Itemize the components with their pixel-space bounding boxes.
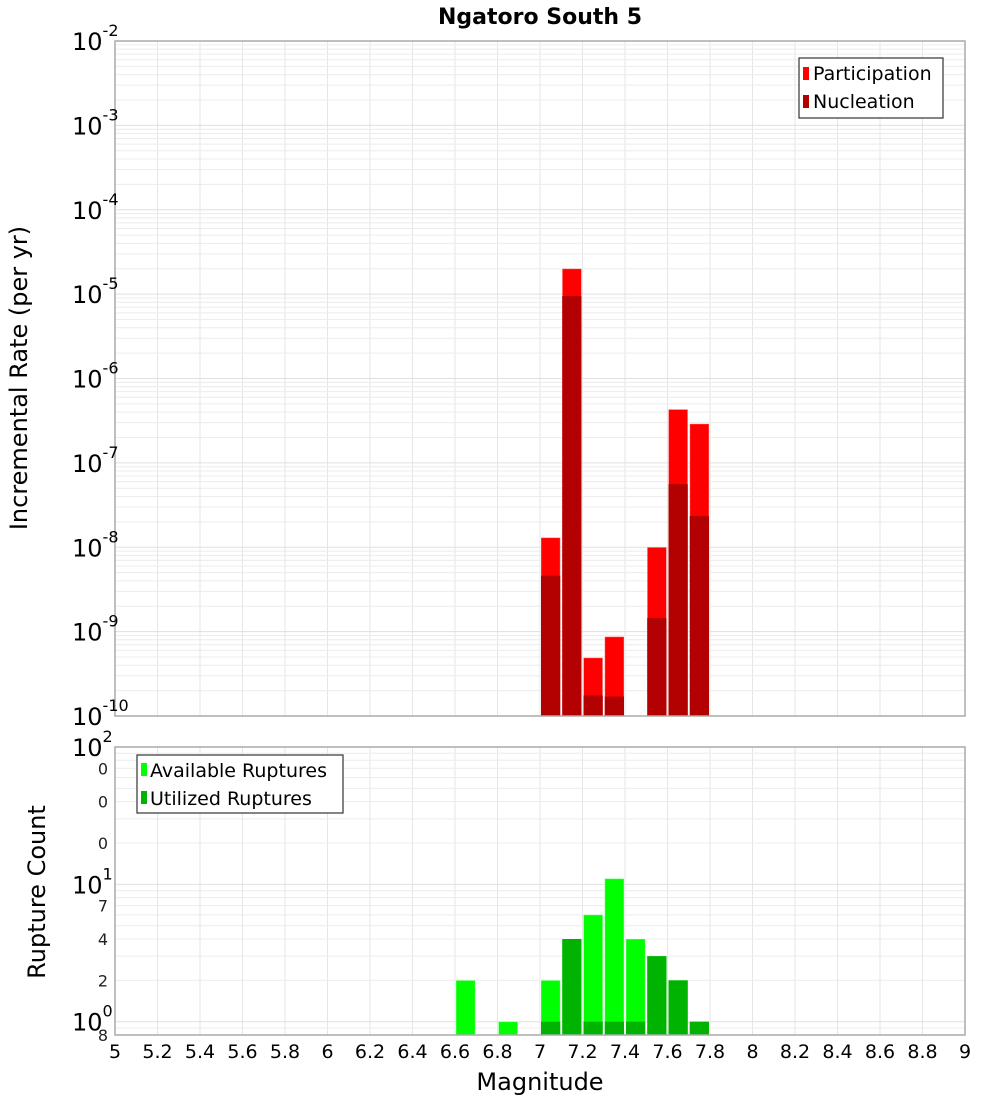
nucleation-bar [604,696,624,716]
nucleation-bar [689,515,709,716]
y-minor-tick-label: 2 [98,971,108,990]
y-minor-tick-label: 0 [98,759,108,778]
count-y-axis-title: Rupture Count [23,805,51,979]
x-tick-label: 8.4 [822,1041,852,1063]
y-tick-label: 10-7 [72,443,119,478]
y-tick-label: 102 [72,727,113,762]
count-legend-box [136,754,344,814]
x-tick-label: 6.6 [440,1041,470,1063]
y-tick-label: 10-9 [72,612,119,647]
legend-available: Available Ruptures [150,760,327,782]
y-tick-label: 10-8 [72,527,119,562]
nucleation-bar [647,618,667,716]
y-minor-tick-label: 8 [98,1026,108,1045]
x-tick-label: 7.6 [652,1041,682,1063]
x-tick-label: 9 [959,1041,971,1063]
x-axis-title: Magnitude [476,1068,603,1096]
x-tick-label: 5.8 [270,1041,300,1063]
x-tick-label: 6.2 [355,1041,385,1063]
x-tick-label: 6.4 [397,1041,427,1063]
count-plot-border [114,746,966,1036]
available-ruptures-bar [498,1021,519,1036]
utilized-ruptures-bar [647,956,667,1035]
y-tick-label: 10-4 [72,190,119,225]
x-tick-label: 6.8 [482,1041,512,1063]
y-minor-tick-label: 7 [98,897,108,916]
nucleation-bar [562,296,582,716]
count-bars [455,878,710,1036]
x-tick-label: 5.2 [142,1041,172,1063]
available-ruptures-bar [455,979,476,1036]
rate-grid [114,40,966,717]
utilized-ruptures-bar [541,1021,561,1035]
available-ruptures-bar [604,878,625,1036]
y-tick-label: 10-5 [72,274,119,309]
x-tick-label: 7 [534,1041,546,1063]
utilized-swatch-icon [141,791,147,804]
x-tick-label: 8.6 [865,1041,895,1063]
y-tick-label: 10-6 [72,359,119,394]
rate-plot-border [114,40,966,717]
nucleation-swatch-icon [803,95,809,108]
legend-participation: Participation [813,63,932,85]
available-swatch-icon [141,763,147,776]
y-tick-label: 10-3 [72,105,119,140]
x-tick-label: 7.2 [567,1041,597,1063]
utilized-ruptures-bar [626,1021,646,1035]
rate-y-axis-title: Incremental Rate (per yr) [5,226,33,530]
x-tick-label: 8.2 [780,1041,810,1063]
legend-utilized: Utilized Ruptures [150,788,312,810]
available-ruptures-bar [583,914,604,1036]
utilized-ruptures-bar [604,1021,624,1035]
x-tick-label: 7.8 [695,1041,725,1063]
y-tick-label: 10-2 [72,21,119,56]
utilized-ruptures-bar [668,980,688,1035]
y-tick-label: 10-10 [72,696,129,731]
chart-title: Ngatoro South 5 [438,5,642,30]
x-tick-label: 5.4 [185,1041,215,1063]
count-legend: Available Ruptures Utilized Ruptures [136,754,344,814]
count-grid [114,746,966,1036]
x-tick-label: 8.8 [907,1041,937,1063]
nucleation-bar [668,484,688,716]
utilized-ruptures-bar [562,939,582,1035]
x-tick-label: 5 [109,1041,121,1063]
x-tick-label: 8 [746,1041,758,1063]
utilized-ruptures-bar [583,1021,603,1035]
y-minor-tick-label: 0 [98,793,108,812]
x-axis-ticks: 5 5.2 5.4 5.6 5.8 6 6.2 6.4 6.6 6.8 7 7.2 7.4 7.6 7.8 8… [109,1041,971,1063]
legend-nucleation: Nucleation [813,91,915,113]
x-tick-label: 5.6 [227,1041,257,1063]
nucleation-bar [541,575,561,716]
y-minor-tick-label: 0 [98,834,108,853]
nucleation-bar [583,695,603,716]
utilized-ruptures-bar [689,1021,709,1035]
rate-panel: 10-10 10-9 10-8 10-7 10-6 10-5 10-4 10-3 10-2 In… [5,21,966,731]
available-ruptures-bar [625,938,646,1036]
rate-legend-box [798,57,944,119]
y-minor-tick-label: 4 [98,930,108,949]
y-tick-label: 101 [72,864,113,899]
x-tick-label: 7.4 [610,1041,640,1063]
rate-legend: Participation Nucleation [798,57,944,119]
x-tick-label: 6 [321,1041,333,1063]
participation-swatch-icon [803,67,809,80]
